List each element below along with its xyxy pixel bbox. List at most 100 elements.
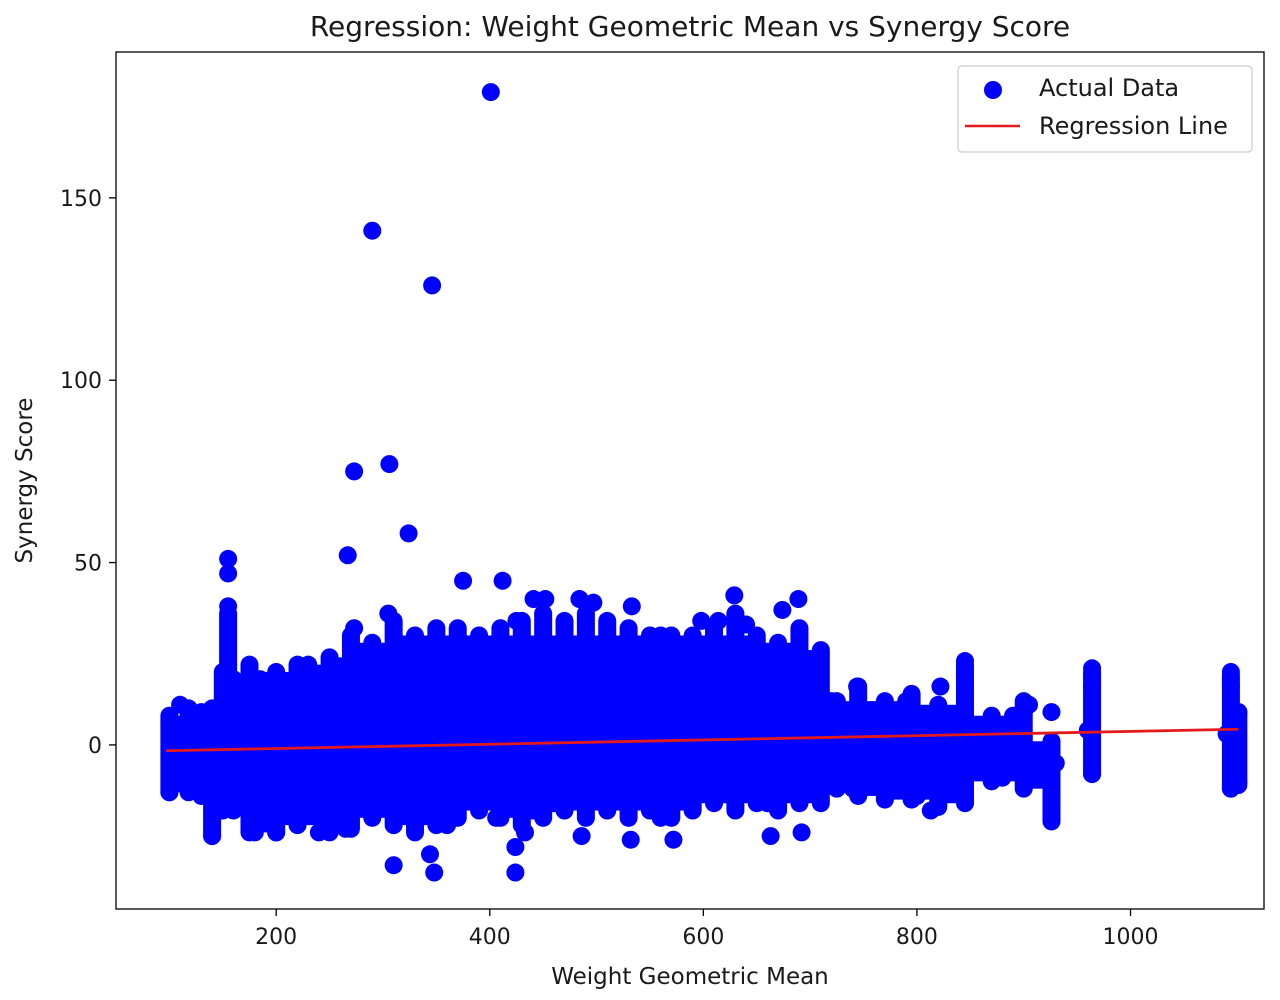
x-axis-label: Weight Geometric Mean bbox=[551, 964, 829, 990]
y-tick-label: 150 bbox=[60, 187, 102, 212]
data-point bbox=[395, 662, 414, 681]
data-point bbox=[1014, 728, 1033, 747]
data-point bbox=[448, 655, 467, 674]
data-point bbox=[427, 743, 446, 762]
data-point bbox=[487, 808, 506, 827]
data-point-cluster bbox=[836, 701, 859, 789]
data-point-cluster bbox=[521, 635, 544, 818]
data-point bbox=[399, 524, 418, 543]
data-point-cluster bbox=[671, 635, 693, 811]
data-point-cluster bbox=[372, 642, 394, 818]
data-point bbox=[651, 794, 670, 813]
data-point bbox=[160, 783, 179, 802]
data-point-cluster bbox=[714, 635, 736, 804]
data-point bbox=[672, 662, 691, 681]
legend-box bbox=[957, 65, 1253, 153]
data-point-cluster bbox=[479, 635, 501, 811]
regression-line-layer bbox=[166, 727, 1239, 753]
data-point bbox=[572, 827, 591, 846]
data-point bbox=[516, 823, 535, 842]
data-point-cluster bbox=[212, 708, 223, 811]
data-point bbox=[506, 838, 525, 857]
data-point-cluster bbox=[249, 671, 277, 833]
data-point bbox=[664, 830, 683, 849]
data-point bbox=[493, 571, 512, 590]
data-point bbox=[425, 863, 444, 882]
legend: Actual Data Regression Line bbox=[957, 65, 1253, 153]
data-point bbox=[897, 692, 916, 711]
data-point bbox=[523, 801, 542, 820]
data-point bbox=[773, 600, 792, 619]
data-point bbox=[338, 546, 357, 565]
data-point bbox=[651, 808, 670, 827]
data-point bbox=[715, 772, 734, 791]
data-point bbox=[822, 765, 841, 784]
data-point bbox=[235, 699, 254, 718]
data-point bbox=[929, 735, 948, 754]
data-point bbox=[1083, 765, 1102, 784]
data-point bbox=[1229, 703, 1248, 722]
data-point bbox=[373, 750, 392, 769]
data-point bbox=[438, 816, 457, 835]
data-point bbox=[423, 276, 442, 295]
y-axis-ticks: 0 50 100 150 bbox=[60, 187, 116, 759]
y-tick-label: 0 bbox=[88, 734, 102, 759]
data-point-cluster bbox=[649, 635, 672, 811]
data-point bbox=[570, 590, 589, 609]
data-point-cluster bbox=[735, 635, 757, 804]
data-point bbox=[331, 808, 350, 827]
data-point bbox=[737, 615, 756, 634]
data-point bbox=[345, 619, 364, 638]
plot-frame bbox=[115, 51, 1265, 910]
data-point bbox=[1042, 790, 1061, 809]
data-point bbox=[181, 728, 200, 747]
data-point bbox=[907, 786, 926, 805]
data-point-cluster bbox=[543, 635, 565, 811]
legend-marker-scatter bbox=[984, 81, 1002, 99]
data-point bbox=[459, 779, 478, 798]
data-point bbox=[288, 772, 307, 791]
x-tick-label: 600 bbox=[682, 925, 724, 950]
data-point bbox=[801, 677, 820, 696]
data-point-cluster bbox=[500, 635, 522, 818]
data-point bbox=[267, 823, 286, 842]
data-point bbox=[1020, 695, 1039, 714]
data-point bbox=[1217, 724, 1236, 743]
data-point bbox=[299, 655, 318, 674]
data-point bbox=[251, 670, 270, 689]
data-point bbox=[640, 714, 659, 733]
data-point-cluster bbox=[756, 642, 779, 804]
data-point bbox=[427, 633, 446, 652]
data-point-cluster bbox=[607, 635, 629, 811]
data-point bbox=[608, 648, 627, 667]
data-point bbox=[454, 571, 473, 590]
data-point bbox=[502, 648, 521, 667]
data-point bbox=[406, 808, 425, 827]
x-tick-label: 400 bbox=[469, 925, 511, 950]
data-point bbox=[761, 827, 780, 846]
x-tick-label: 200 bbox=[255, 925, 297, 950]
data-point bbox=[1046, 754, 1065, 773]
data-point-cluster bbox=[393, 635, 416, 826]
data-point bbox=[1042, 703, 1061, 722]
data-point bbox=[420, 845, 439, 864]
data-point-cluster bbox=[564, 635, 586, 811]
data-point bbox=[709, 611, 728, 630]
data-point bbox=[363, 221, 382, 240]
data-point bbox=[345, 462, 364, 481]
data-point bbox=[692, 611, 711, 630]
data-point bbox=[779, 779, 798, 798]
data-point-cluster bbox=[628, 635, 650, 811]
data-point-cluster bbox=[436, 635, 458, 818]
data-point-cluster bbox=[350, 642, 373, 818]
data-point bbox=[219, 549, 238, 568]
x-tick-label: 800 bbox=[896, 925, 938, 950]
data-point bbox=[939, 714, 958, 733]
data-point bbox=[379, 604, 398, 623]
data-point bbox=[245, 823, 264, 842]
data-point bbox=[277, 684, 296, 703]
data-point bbox=[792, 823, 811, 842]
data-point bbox=[1229, 772, 1248, 791]
data-point bbox=[622, 597, 641, 616]
